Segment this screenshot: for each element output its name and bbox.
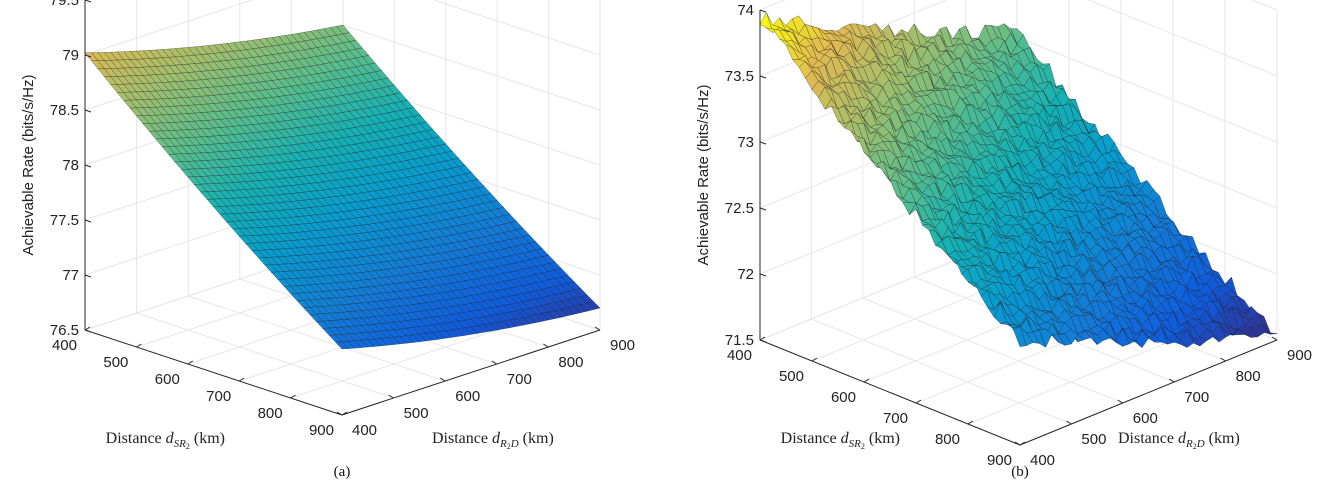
y-tick-labels: 400 500 600 700 800 900 — [1014, 336, 1312, 469]
x-tick-label: 700 — [206, 388, 231, 405]
x-tick-label: 600 — [831, 389, 856, 406]
x-axis-label: Distance dSR2 (km) — [781, 430, 900, 451]
y-tick-label: 800 — [558, 354, 583, 371]
z-tick-label: 77.5 — [50, 212, 79, 229]
y-axis-label: Distance dR2D (km) — [1118, 430, 1240, 451]
y-tick-label: 900 — [610, 337, 635, 354]
z-tick-labels: 71.5 72 72.5 73 73.5 74 — [725, 2, 767, 349]
z-tick-label: 76.5 — [50, 322, 79, 339]
chart-b: 71.5 72 72.5 73 73.5 74 400 500 600 700 800 900 400 5… — [695, 0, 1312, 480]
x-tick-label: 400 — [727, 347, 752, 364]
y-tick-label: 500 — [1081, 431, 1106, 448]
y-tick-label: 600 — [1133, 410, 1158, 427]
z-tick-label: 74 — [737, 2, 754, 19]
x-tick-labels: 400 500 600 700 800 900 — [727, 336, 1026, 469]
y-tick-label: 900 — [1287, 347, 1312, 364]
x-axis-label: Distance dSR2 (km) — [106, 430, 225, 451]
x-tick-label: 700 — [883, 410, 908, 427]
z-tick-labels: 76.5 77 77.5 78 78.5 79 79.5 — [50, 0, 92, 339]
axis-box — [759, 10, 1278, 446]
y-tick-label: 600 — [455, 388, 480, 405]
y-tick-label: 800 — [1236, 368, 1261, 385]
z-tick-label: 72 — [737, 266, 754, 283]
y-tick-label: 400 — [1030, 452, 1055, 469]
z-tick-label: 79.5 — [50, 0, 79, 9]
y-axis-label: Distance dR2D (km) — [432, 430, 554, 451]
x-tick-label: 500 — [103, 354, 128, 371]
z-axis-label: Achievable Rate (bits/s/Hz) — [20, 75, 37, 256]
subfigure-caption: (a) — [334, 464, 351, 480]
y-tick-label: 500 — [404, 405, 429, 422]
y-tick-labels: 400 500 600 700 800 900 — [336, 326, 635, 439]
surface — [84, 24, 601, 350]
z-tick-label: 79 — [62, 47, 79, 64]
y-tick-label: 400 — [352, 422, 377, 439]
x-tick-labels: 400 500 600 700 800 900 — [52, 326, 348, 439]
x-tick-label: 900 — [987, 452, 1012, 469]
z-axis-label: Achievable Rate (bits/s/Hz) — [695, 85, 712, 266]
chart-a: 76.5 77 77.5 78 78.5 79 79.5 400 500 600 700 800 900… — [20, 0, 635, 480]
y-tick-label: 700 — [507, 371, 532, 388]
subfigure-caption: (b) — [1011, 464, 1029, 480]
x-tick-label: 800 — [258, 405, 283, 422]
z-tick-label: 73.5 — [725, 68, 754, 85]
z-tick-label: 78 — [62, 157, 79, 174]
z-tick-label: 72.5 — [725, 200, 754, 217]
x-tick-label: 500 — [779, 368, 804, 385]
surface — [759, 12, 1278, 348]
z-tick-label: 71.5 — [725, 332, 754, 349]
y-tick-label: 700 — [1184, 389, 1209, 406]
z-tick-label: 78.5 — [50, 102, 79, 119]
z-tick-label: 77 — [62, 267, 79, 284]
x-tick-label: 800 — [935, 431, 960, 448]
z-tick-label: 73 — [737, 134, 754, 151]
x-tick-label: 900 — [309, 422, 334, 439]
x-tick-label: 600 — [155, 371, 180, 388]
x-tick-label: 400 — [52, 337, 77, 354]
